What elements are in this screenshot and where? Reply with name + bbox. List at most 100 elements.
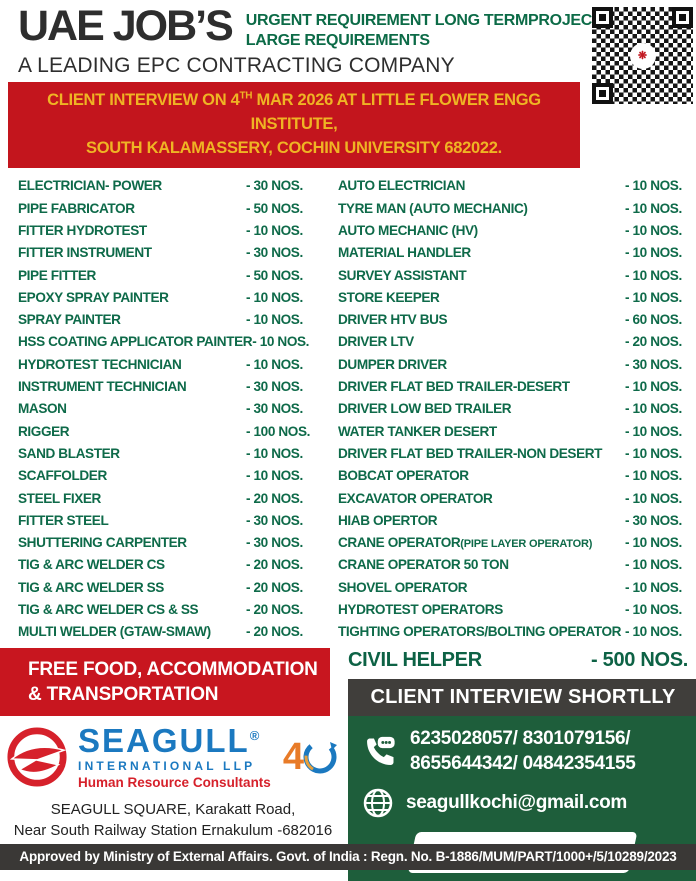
job-count: - 30 NOS. — [625, 356, 682, 372]
interview-banner-line2: SOUTH KALAMASSERY, COCHIN UNIVERSITY 682… — [86, 138, 502, 157]
job-name: INSTRUMENT TECHNICIAN — [18, 379, 246, 394]
job-name: SURVEY ASSISTANT — [338, 268, 625, 283]
job-count: - 100 NOS. — [246, 423, 310, 439]
job-row: INSTRUMENT TECHNICIAN - 30 NOS. — [18, 375, 338, 397]
job-row: HYDROTEST OPERATORS - 10 NOS. — [338, 598, 690, 620]
civil-helper-row: CIVIL HELPER - 500 NOS. — [348, 648, 696, 679]
qr-code-icon: ❋ — [592, 7, 693, 104]
job-title: SHOVEL OPERATOR — [338, 579, 468, 595]
urgent-line-1: URGENT REQUIREMENT LONG TERMPROJECT — [245, 12, 602, 29]
job-name: PIPE FITTER — [18, 268, 246, 283]
job-title: INSTRUMENT TECHNICIAN — [18, 379, 187, 395]
job-row: FITTER STEEL - 30 NOS. — [18, 509, 338, 531]
job-row: CRANE OPERATOR (PIPE LAYER OPERATOR) - 1… — [338, 532, 690, 554]
job-name: HIAB OPERTOR — [338, 513, 625, 528]
job-row: DRIVER LTV - 20 NOS. — [338, 331, 690, 353]
job-title: DRIVER FLAT BED TRAILER-NON DESERT — [338, 445, 603, 461]
job-row: AUTO ELECTRICIAN - 10 NOS. — [338, 175, 690, 197]
job-title-small: (PIPE LAYER OPERATOR) — [460, 538, 593, 551]
email-address[interactable]: seagullkochi@gmail.com — [406, 792, 627, 814]
job-count: - 10 NOS. — [246, 223, 303, 238]
job-row: DUMPER DRIVER - 30 NOS. — [338, 353, 690, 375]
job-title: EPOXY SPRAY PAINTER — [18, 289, 169, 305]
job-row: DRIVER FLAT BED TRAILER-DESERT - 10 NOS. — [338, 375, 690, 397]
job-count: - 20 NOS. — [246, 557, 303, 573]
job-name: MASON — [18, 401, 246, 416]
job-name: DRIVER HTV BUS — [338, 312, 625, 327]
job-count: - 10 NOS. — [625, 535, 682, 551]
job-count: - 20 NOS. — [246, 579, 303, 595]
job-name: AUTO MECHANIC (HV) — [338, 223, 625, 238]
job-row: EPOXY SPRAY PAINTER - 10 NOS. — [18, 286, 338, 308]
job-name: SHUTTERING CARPENTER — [18, 535, 246, 550]
free-banner-line1: FREE FOOD, ACCOMMODATION — [28, 659, 318, 680]
job-count: - 10 NOS. — [246, 445, 303, 461]
job-name: SHOVEL OPERATOR — [338, 580, 625, 595]
job-title: PIPE FABRICATOR — [18, 200, 135, 216]
job-count: - 10 NOS. — [625, 490, 682, 506]
job-count: - 10 NOS. — [625, 289, 682, 305]
job-title: DRIVER LTV — [338, 334, 414, 350]
job-row: AUTO MECHANIC (HV) - 10 NOS. — [338, 219, 690, 241]
job-title: BOBCAT OPERATOR — [338, 468, 469, 484]
job-title: MATERIAL HANDLER — [338, 245, 471, 261]
job-title: TIGHTING OPERATORS/BOLTING OPERATOR — [338, 624, 622, 640]
phone-numbers[interactable]: 6235028057/ 8301079156/ 8655644342/ 0484… — [410, 727, 636, 776]
job-row: HSS COATING APPLICATOR PAINTER - 10 NOS. — [18, 331, 338, 353]
job-title: TYRE MAN (AUTO MECHANIC) — [338, 200, 528, 216]
footer-approval-bar: Approved by Ministry of External Affairs… — [0, 844, 696, 870]
job-count: - 10 NOS. — [625, 178, 682, 194]
job-name: TIG & ARC WELDER CS & SS — [18, 602, 246, 617]
job-name: AUTO ELECTRICIAN — [338, 178, 625, 193]
job-name: TIG & ARC WELDER CS — [18, 557, 246, 572]
job-count: - 60 NOS. — [625, 312, 682, 328]
job-count: - 10 NOS. — [625, 401, 682, 417]
phone-line1[interactable]: 6235028057/ 8301079156/ — [410, 728, 631, 749]
phone-chat-icon — [367, 736, 395, 765]
job-name: CRANE OPERATOR (PIPE LAYER OPERATOR) — [338, 535, 625, 550]
job-count: - 20 NOS. — [625, 334, 682, 350]
company-logo-text: SEAGULL® INTERNATIONAL LLP Human Resourc… — [78, 724, 271, 790]
job-count: - 10 NOS. — [246, 468, 303, 484]
header: UAE JOB’S URGENT REQUIREMENT LONG TERMPR… — [0, 0, 696, 104]
job-count: - 50 NOS. — [246, 200, 303, 216]
job-name: FITTER INSTRUMENT — [18, 245, 246, 260]
job-title: FITTER STEEL — [18, 512, 109, 528]
job-list: ELECTRICIAN- POWER - 30 NOS. PIPE FABRIC… — [0, 168, 696, 643]
job-count: - 10 NOS. — [625, 445, 682, 461]
phone-line2[interactable]: 8655644342/ 04842354155 — [410, 752, 636, 774]
job-title: TIG & ARC WELDER CS — [18, 557, 165, 573]
job-title: SHUTTERING CARPENTER — [18, 535, 187, 551]
job-name: BOBCAT OPERATOR — [338, 468, 625, 483]
job-name: SAND BLASTER — [18, 446, 246, 461]
job-title: SURVEY ASSISTANT — [338, 267, 467, 283]
job-name: TIG & ARC WELDER SS — [18, 580, 246, 595]
job-row: STEEL FIXER - 20 NOS. — [18, 487, 338, 509]
job-title: HYDROTEST OPERATORS — [338, 602, 503, 618]
interview-banner: CLIENT INTERVIEW ON 4TH MAR 2026 AT LITT… — [8, 82, 580, 168]
registered-mark: ® — [249, 728, 262, 744]
job-row: SPRAY PAINTER - 10 NOS. — [18, 309, 338, 331]
urgent-line-2: LARGE REQUIREMENTS — [245, 32, 430, 49]
job-row: SHOVEL OPERATOR - 10 NOS. — [338, 576, 690, 598]
job-name: DRIVER LOW BED TRAILER — [338, 401, 625, 416]
job-row: DRIVER HTV BUS - 60 NOS. — [338, 309, 690, 331]
job-row: PIPE FABRICATOR - 50 NOS. — [18, 197, 338, 219]
job-count: - 10 NOS. — [625, 602, 682, 618]
job-row: TIG & ARC WELDER CS & SS - 20 NOS. — [18, 598, 338, 620]
job-row: TYRE MAN (AUTO MECHANIC) - 10 NOS. — [338, 197, 690, 219]
job-row: SURVEY ASSISTANT - 10 NOS. — [338, 264, 690, 286]
job-row: EXCAVATOR OPERATOR - 10 NOS. — [338, 487, 690, 509]
job-name: FITTER STEEL — [18, 513, 246, 528]
urgent-requirement-text: URGENT REQUIREMENT LONG TERMPROJECT LARG… — [246, 5, 602, 51]
job-name: TYRE MAN (AUTO MECHANIC) — [338, 201, 625, 216]
job-count: - 20 NOS. — [246, 602, 303, 618]
job-count: - 10 NOS. — [625, 379, 682, 395]
job-count: - 10 NOS. — [246, 289, 303, 305]
job-title: FITTER HYDROTEST — [18, 223, 147, 238]
job-name: DRIVER FLAT BED TRAILER-DESERT — [338, 379, 625, 394]
job-name: DUMPER DRIVER — [338, 357, 625, 372]
company-address: SEAGULL SQUARE, Karakatt Road, Near Sout… — [0, 799, 346, 841]
40-years-badge-icon: 4 — [283, 737, 340, 777]
job-count: - 30 NOS. — [625, 512, 682, 528]
